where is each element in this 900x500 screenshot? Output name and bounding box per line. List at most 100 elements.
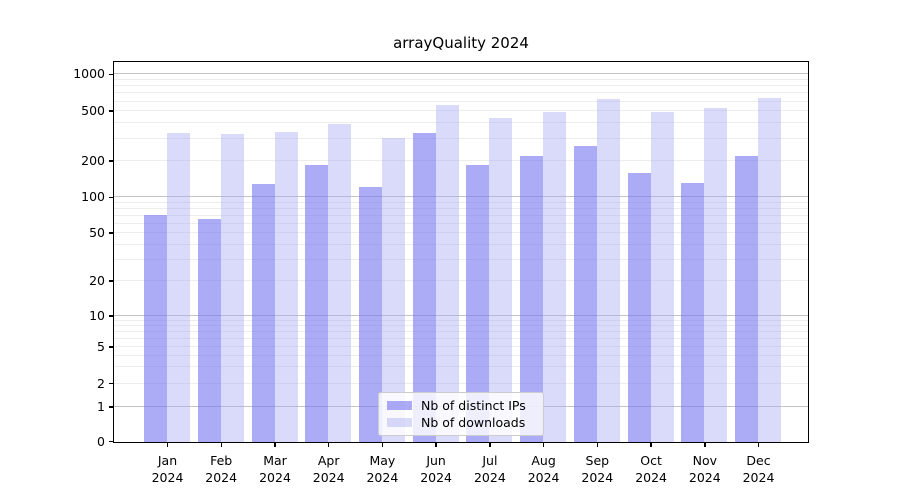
bar-downloads-jan (167, 132, 190, 442)
gridline-y-80 (114, 207, 808, 209)
bar-downloads-jun (435, 104, 459, 442)
x-tick-mark-apr (327, 443, 330, 447)
y-tick-mark-200 (109, 160, 113, 162)
y-tick-label-5: 5 (97, 338, 105, 354)
x-tick-mark-oct (650, 443, 652, 447)
bar-downloads-oct (650, 112, 674, 442)
gridline-y-4 (114, 354, 808, 356)
gridline-y-900 (114, 79, 808, 80)
gridline-y-40 (114, 243, 808, 245)
x-tick-mark-aug (542, 443, 545, 447)
bar-downloads-dec (758, 97, 781, 442)
x-tick-month: Apr (317, 453, 340, 468)
x-tick-year: 2024 (205, 470, 238, 485)
x-tick-month: Sep (585, 453, 610, 468)
y-tick-mark-500 (109, 110, 113, 112)
y-tick-label-1: 1 (97, 398, 105, 414)
x-tick-mark-feb (220, 443, 222, 447)
x-tick-month: May (369, 453, 396, 468)
x-tick-month: Dec (746, 453, 771, 468)
bar-downloads-may (381, 137, 405, 442)
gridline-y-20 (114, 279, 808, 281)
bar-distinct-ips-jul (466, 165, 490, 442)
gridline-y-400 (114, 122, 808, 124)
bar-distinct-ips-oct (627, 173, 651, 442)
legend-label-downloads: Nb of downloads (421, 415, 526, 430)
bar-distinct-ips-dec (735, 156, 758, 442)
bar-distinct-ips-jan (144, 214, 167, 442)
x-tick-month: Feb (210, 453, 233, 468)
x-tick-label-may: May 2024 (347, 452, 417, 486)
y-tick-mark-1000 (109, 73, 113, 76)
y-tick-mark-1 (109, 406, 113, 408)
y-tick-label-500: 500 (81, 103, 105, 119)
x-tick-month: Mar (263, 453, 287, 468)
gridline-y-600 (114, 100, 808, 102)
x-tick-label-sep: Sep 2024 (562, 452, 632, 486)
y-tick-label-50: 50 (89, 225, 105, 241)
gridline-y-1000 (114, 73, 808, 75)
gridline-y-800 (114, 85, 808, 87)
x-tick-year: 2024 (366, 470, 399, 485)
gridline-y-3 (114, 366, 808, 368)
legend-item-distinct-ips: Nb of distinct IPs (387, 398, 535, 413)
y-tick-mark-50 (109, 232, 113, 234)
bar-downloads-apr (328, 123, 352, 442)
x-tick-label-jan: Jan 2024 (133, 452, 203, 486)
x-tick-label-apr: Apr 2024 (294, 452, 364, 486)
bar-downloads-nov (704, 108, 728, 442)
bar-downloads-mar (274, 132, 298, 442)
x-tick-label-oct: Oct 2024 (616, 452, 686, 486)
x-tick-mark-jan (166, 443, 169, 447)
y-tick-label-100: 100 (81, 189, 105, 205)
y-tick-label-20: 20 (89, 272, 105, 288)
x-tick-month: Aug (531, 453, 556, 468)
x-tick-mark-dec (757, 443, 760, 447)
chart-title: arrayQuality 2024 (393, 34, 529, 52)
x-tick-mark-jul (489, 443, 491, 447)
x-tick-label-nov: Nov 2024 (670, 452, 740, 486)
gridline-y-90 (114, 201, 808, 203)
gridline-y-300 (114, 137, 808, 139)
x-tick-year: 2024 (742, 470, 775, 485)
bar-distinct-ips-jun (412, 132, 436, 442)
x-tick-year: 2024 (527, 470, 560, 485)
legend-swatch-distinct-ips (387, 401, 412, 410)
x-tick-year: 2024 (581, 470, 614, 485)
x-tick-label-jul: Jul 2024 (455, 452, 525, 486)
bar-distinct-ips-apr (305, 165, 329, 442)
y-tick-label-2: 2 (97, 375, 105, 391)
x-tick-month: Nov (692, 453, 717, 468)
gridline-y-200 (114, 159, 808, 161)
bar-distinct-ips-may (358, 186, 382, 442)
legend: Nb of distinct IPs Nb of downloads (378, 392, 544, 436)
bar-downloads-jul (489, 117, 513, 442)
gridline-y-30 (114, 258, 808, 260)
x-tick-month: Jan (157, 453, 178, 468)
y-tick-mark-100 (109, 196, 113, 199)
x-tick-year: 2024 (688, 470, 721, 485)
gridline-y-50 (114, 232, 808, 234)
x-tick-month: Oct (640, 453, 662, 468)
x-tick-label-aug: Aug 2024 (509, 452, 579, 486)
x-tick-year: 2024 (312, 470, 345, 485)
y-tick-mark-20 (109, 280, 113, 282)
gridline-y-100 (114, 196, 808, 198)
x-tick-mark-mar (274, 443, 276, 447)
bar-distinct-ips-nov (681, 182, 705, 442)
x-tick-mark-may (381, 443, 384, 447)
legend-label-distinct-ips: Nb of distinct IPs (421, 398, 526, 413)
bar-downloads-feb (220, 134, 244, 442)
bar-downloads-aug (543, 112, 567, 442)
x-tick-year: 2024 (151, 470, 184, 485)
gridline-y-700 (114, 92, 808, 94)
x-tick-label-jun: Jun 2024 (401, 452, 471, 486)
bar-downloads-sep (596, 98, 620, 442)
gridline-y-7 (114, 330, 808, 332)
y-tick-mark-2 (109, 382, 113, 385)
legend-item-downloads: Nb of downloads (387, 415, 535, 430)
gridline-y-60 (114, 222, 808, 224)
x-tick-mark-sep (596, 443, 599, 447)
gridline-y-2 (114, 382, 808, 384)
bar-distinct-ips-mar (251, 184, 275, 442)
